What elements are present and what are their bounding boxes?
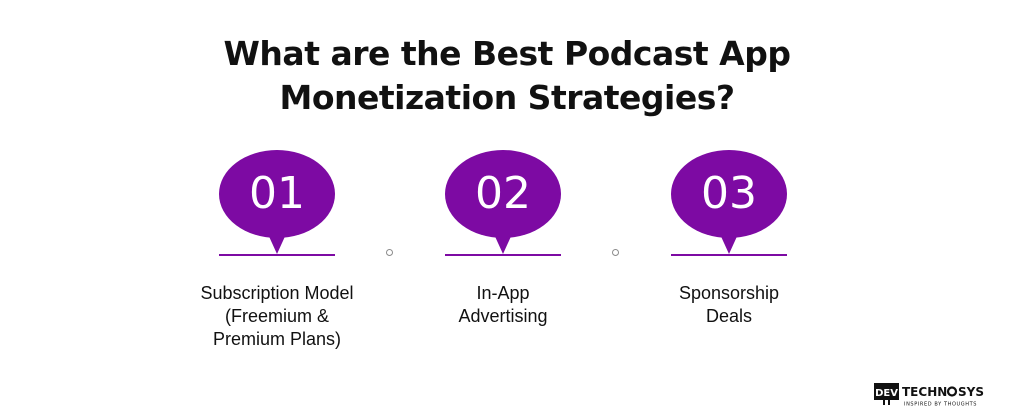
step-label-2-line-2: Advertising	[458, 306, 548, 326]
speech-bubble-3	[671, 150, 787, 238]
speech-bubble-1	[219, 150, 335, 238]
step-label-2: In-App Advertising	[403, 282, 603, 328]
step-number-2: 02	[475, 168, 531, 219]
logo-mark-text: DEV	[875, 388, 898, 399]
step-number-3: 03	[701, 168, 757, 219]
logo-mark-box	[874, 383, 899, 400]
logo-mark-leg-left	[883, 400, 885, 405]
step-number-1: 01	[249, 168, 305, 219]
step-label-3: Sponsorship Deals	[629, 282, 829, 328]
step-label-2-line-1: In-App	[476, 283, 530, 303]
logo-tagline: INSPIRED BY THOUGHTS	[904, 402, 977, 408]
step-underline-3	[671, 254, 787, 256]
page-title-line-1: What are the Best Podcast App	[223, 34, 791, 73]
logo-ring-icon	[946, 386, 958, 397]
step-label-3-line-2: Deals	[705, 306, 753, 326]
step-label-1-line-3: Premium Plans)	[212, 329, 342, 349]
logo-mark-leg-right	[888, 400, 890, 405]
separator-dot-2	[612, 249, 619, 256]
step-label-3-line-1: Sponsorship	[678, 283, 780, 303]
page-title-line-2: Monetization Strategies?	[279, 78, 735, 117]
page-title: What are the Best Podcast App Monetizati…	[0, 32, 1014, 120]
separator-dot-1	[386, 249, 393, 256]
step-underline-2	[445, 254, 561, 256]
logo-name-part-2: SYS	[958, 385, 984, 399]
step-underline-1	[219, 254, 335, 256]
step-label-1-line-2: (Freemium &	[224, 306, 329, 326]
speech-bubble-tail-1	[267, 232, 287, 254]
speech-bubble-tail-2	[493, 232, 513, 254]
company-logo: DEV TECHN SYS INSPIRED BY THOUGHTS	[874, 383, 984, 408]
speech-bubble-2	[445, 150, 561, 238]
logo-name-part-1: TECHN	[902, 385, 947, 399]
step-label-1: Subscription Model (Freemium & Premium P…	[177, 282, 377, 351]
step-label-1-line-1: Subscription Model	[200, 283, 354, 303]
speech-bubble-tail-3	[719, 232, 739, 254]
